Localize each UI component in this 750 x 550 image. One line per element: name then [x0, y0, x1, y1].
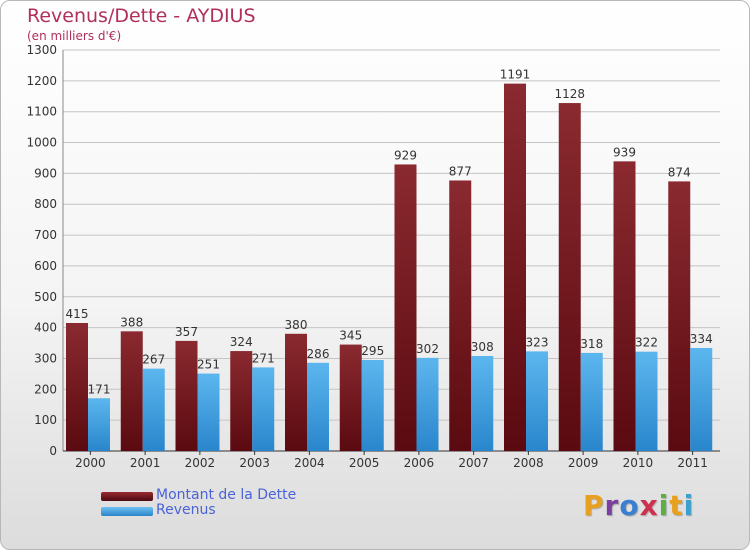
x-tick-label: 2001: [130, 456, 161, 470]
bar-dette: [120, 331, 143, 451]
data-label-revenus: 286: [307, 347, 330, 361]
data-label-dette: 415: [66, 307, 89, 321]
bar-dette: [339, 344, 362, 451]
y-tick-label: 1000: [26, 136, 57, 150]
y-tick-label: 600: [34, 259, 57, 273]
data-label-dette: 388: [120, 315, 143, 329]
x-tick-label: 2002: [185, 456, 216, 470]
data-label-revenus: 308: [471, 340, 494, 354]
bar-revenus: [252, 367, 275, 451]
y-tick-label: 1300: [26, 43, 57, 57]
data-label-revenus: 271: [252, 351, 275, 365]
bar-revenus: [88, 398, 110, 451]
y-tick-label: 200: [34, 382, 57, 396]
bar-revenus: [307, 362, 329, 451]
bar-dette: [66, 322, 88, 451]
x-tick-label: 2000: [75, 456, 106, 470]
bar-dette: [230, 351, 253, 451]
data-label-dette: 380: [285, 318, 308, 332]
proxiti-logo: Proxiti: [583, 489, 694, 522]
bar-revenus: [142, 368, 165, 451]
x-tick-label: 2008: [513, 456, 544, 470]
y-tick-label: 900: [34, 166, 57, 180]
data-label-revenus: 267: [142, 353, 165, 367]
data-label-dette: 877: [449, 164, 472, 178]
bar-dette: [613, 161, 636, 451]
x-tick-label: 2011: [677, 456, 708, 470]
y-tick-label: 1100: [26, 105, 57, 119]
y-tick-label: 100: [34, 413, 57, 427]
y-tick-label: 1200: [26, 74, 57, 88]
logo-letter: i: [683, 489, 695, 522]
data-label-revenus: 251: [197, 358, 220, 372]
data-label-revenus: 302: [416, 342, 439, 356]
y-tick-label: 500: [34, 290, 57, 304]
x-tick-label: 2010: [623, 456, 654, 470]
bar-revenus: [635, 351, 658, 451]
data-label-dette: 874: [668, 165, 691, 179]
bar-dette: [558, 103, 581, 451]
data-label-revenus: 334: [690, 332, 713, 346]
bar-dette: [668, 181, 691, 452]
y-tick-label: 0: [49, 444, 57, 458]
y-tick-label: 800: [34, 197, 57, 211]
data-label-dette: 1128: [554, 87, 585, 101]
x-tick-label: 2009: [568, 456, 599, 470]
logo-letter: t: [669, 489, 684, 522]
logo-letter: P: [583, 489, 605, 522]
x-tick-label: 2004: [294, 456, 325, 470]
data-label-revenus: 318: [580, 337, 603, 351]
x-tick-label: 2005: [349, 456, 380, 470]
bar-dette: [285, 333, 307, 451]
x-tick-label: 2006: [404, 456, 435, 470]
data-label-dette: 1191: [500, 68, 531, 82]
data-label-dette: 939: [613, 145, 636, 159]
data-label-dette: 324: [230, 335, 253, 349]
data-label-dette: 929: [394, 148, 417, 162]
bar-revenus: [580, 352, 603, 451]
logo-letter: i: [658, 489, 670, 522]
chart-subtitle: (en milliers d'€): [27, 29, 122, 43]
y-tick-label: 400: [34, 321, 57, 335]
x-tick-label: 2003: [239, 456, 270, 470]
bar-revenus: [416, 357, 439, 451]
y-tick-label: 700: [34, 228, 57, 242]
bar-revenus: [526, 351, 548, 451]
data-label-revenus: 323: [526, 335, 549, 349]
legend-label-revenus: Revenus: [156, 502, 216, 518]
legend-label-dette: Montant de la Dette: [156, 487, 297, 503]
data-label-dette: 345: [339, 329, 362, 343]
data-label-revenus: 295: [361, 344, 384, 358]
bar-revenus: [690, 347, 713, 451]
y-tick-label: 300: [34, 351, 57, 365]
legend-swatch-dette: [101, 492, 153, 501]
bar-dette: [449, 180, 472, 451]
bar-revenus: [361, 360, 384, 451]
logo-letter: o: [619, 489, 640, 522]
bar-revenus: [197, 373, 220, 451]
x-tick-label: 2007: [458, 456, 489, 470]
data-label-revenus: 171: [88, 382, 111, 396]
legend-swatch-revenus: [101, 507, 153, 516]
bar-dette: [175, 340, 198, 451]
logo-letter: r: [604, 489, 620, 522]
data-label-dette: 357: [175, 325, 198, 339]
logo-letter: x: [639, 489, 659, 522]
chart-title: Revenus/Dette - AYDIUS: [27, 5, 256, 27]
bar-dette: [504, 83, 526, 451]
bar-revenus: [471, 355, 494, 451]
data-label-revenus: 322: [635, 336, 658, 350]
bar-dette: [394, 164, 417, 452]
